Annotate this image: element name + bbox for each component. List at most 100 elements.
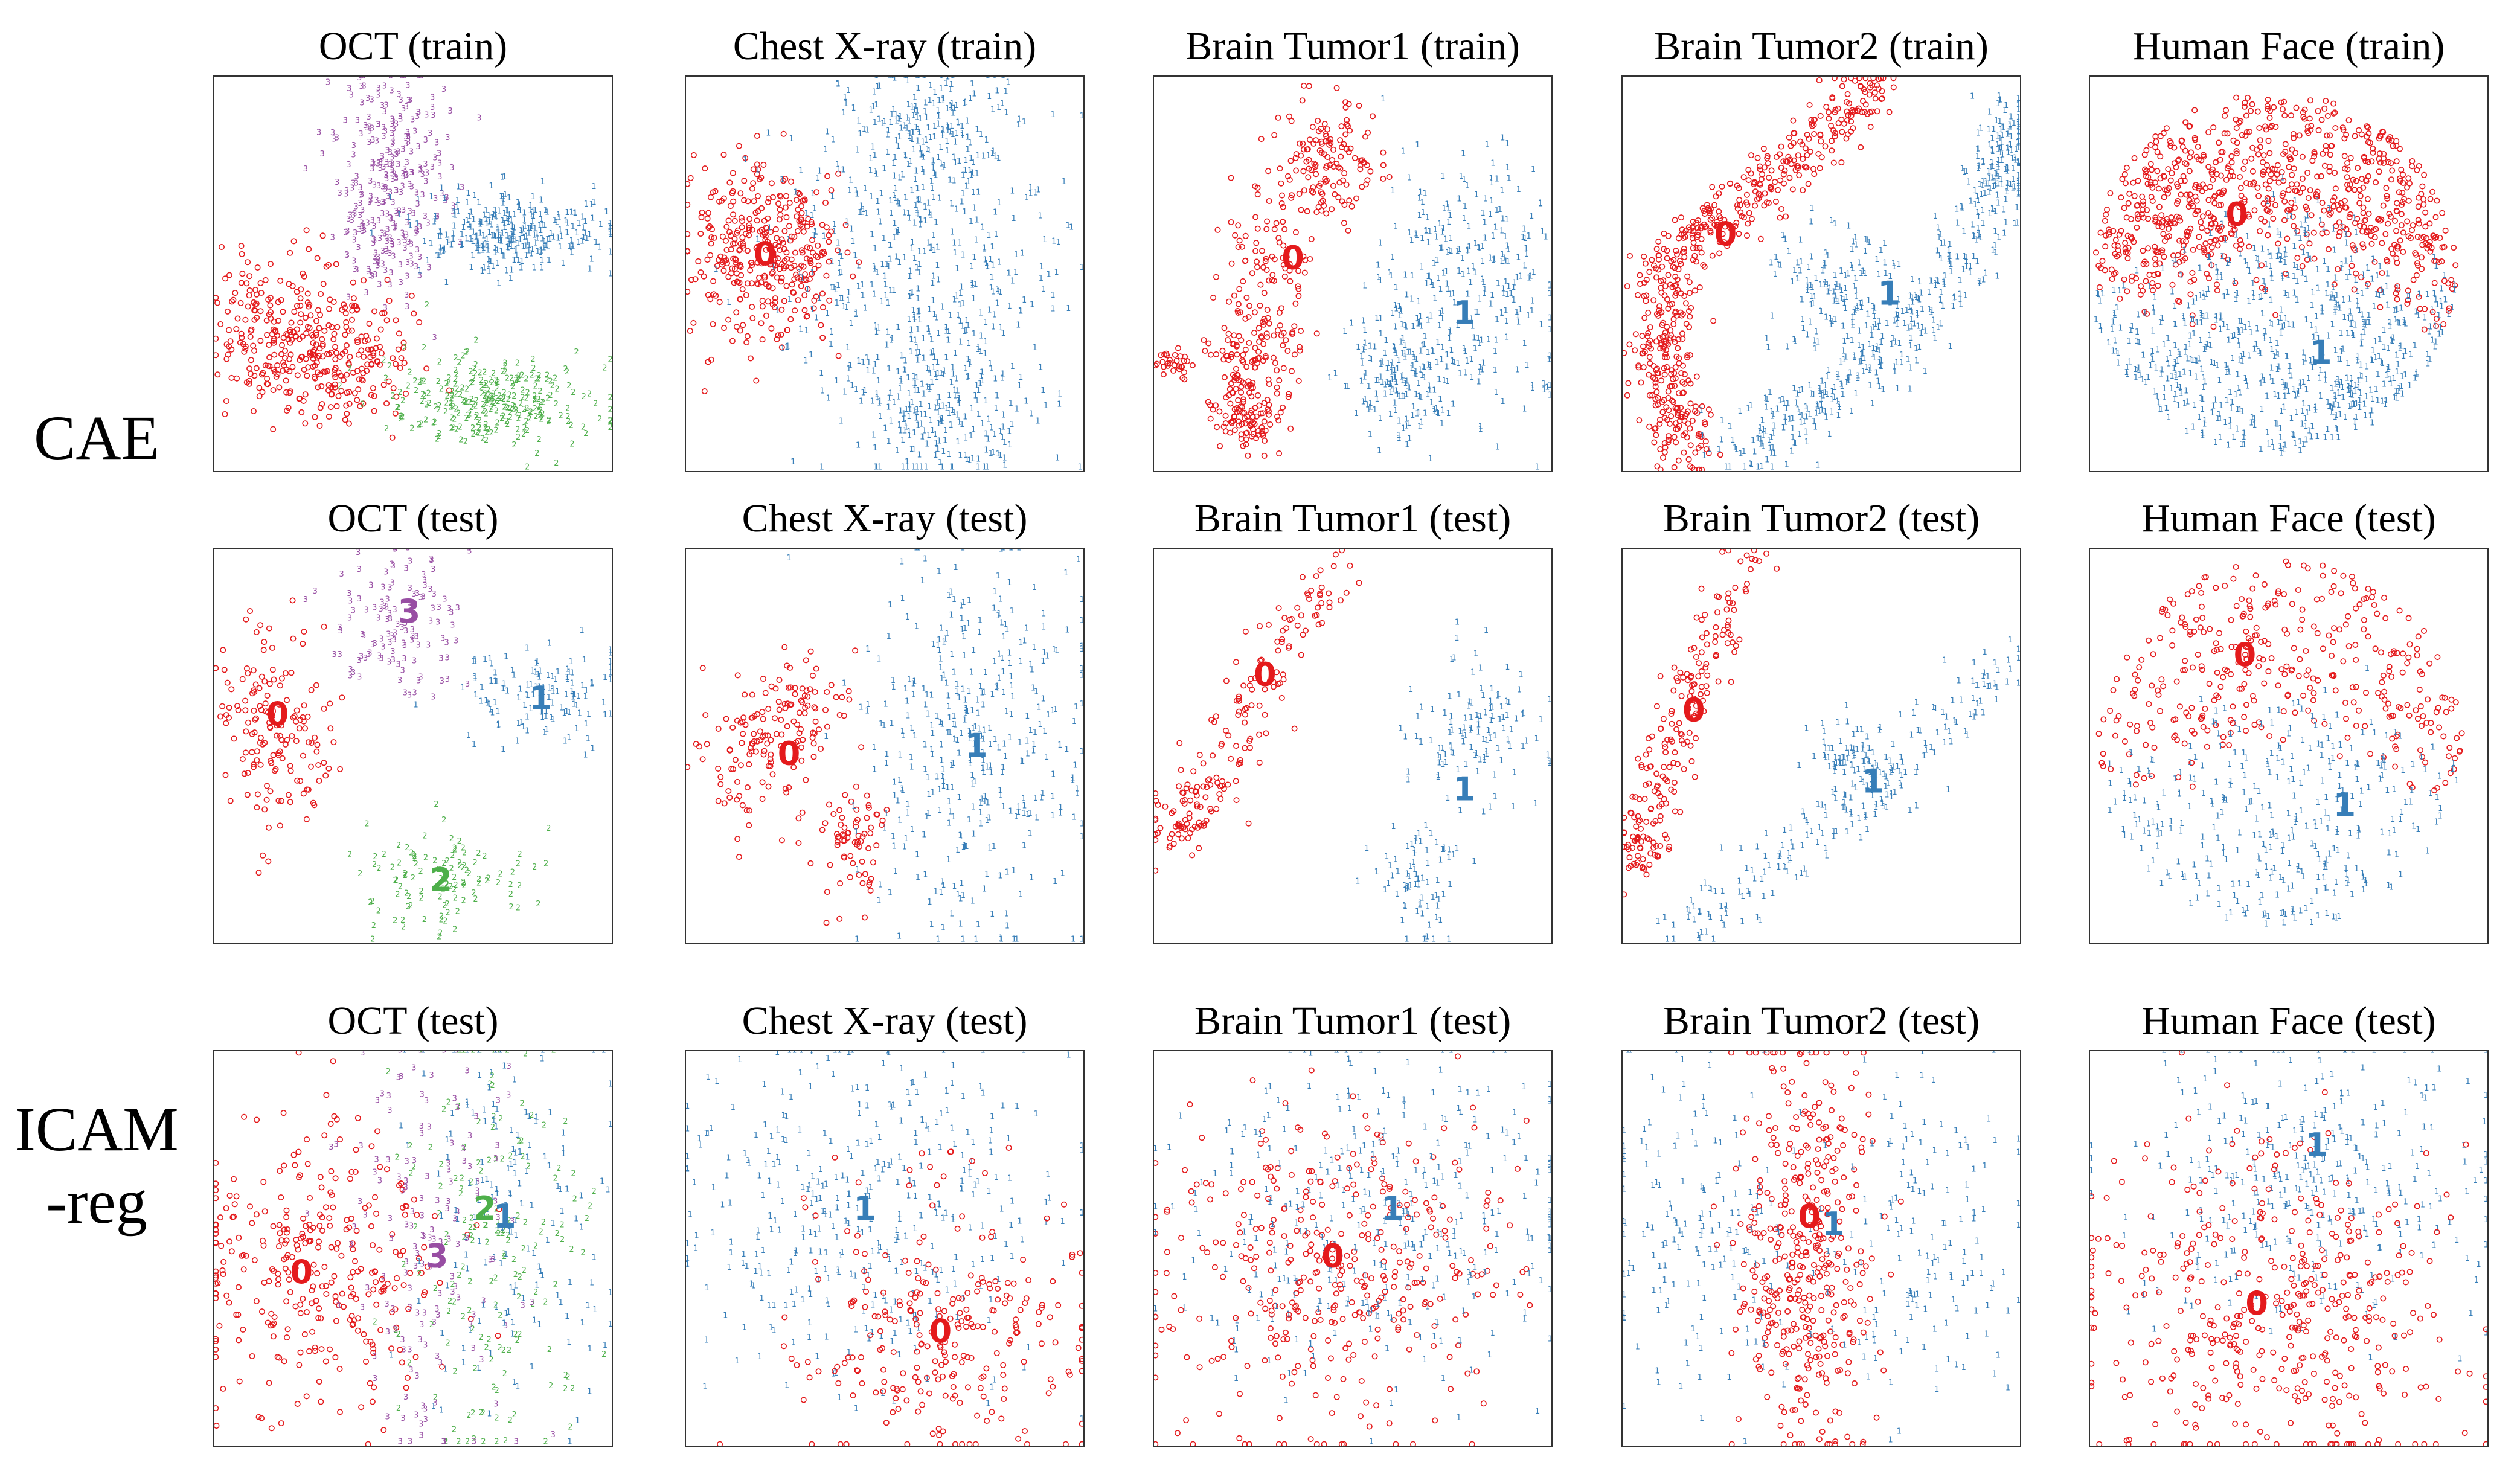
scatter-point-class-0 <box>334 324 341 330</box>
scatter-point-class-1: 1 <box>969 262 974 271</box>
scatter-point-class-0 <box>1658 289 1665 296</box>
scatter-point-class-1: 1 <box>1999 138 2004 147</box>
scatter-point-class-0 <box>1832 76 1838 82</box>
scatter-point-class-1: 1 <box>970 455 975 464</box>
scatter-point-class-0 <box>1802 145 1809 152</box>
scatter-point-class-1: 1 <box>608 219 613 228</box>
scatter-point-class-1: 1 <box>755 165 760 175</box>
scatter-point-class-0 <box>2270 216 2277 222</box>
scatter-point-class-1: 1 <box>1998 96 2002 105</box>
scatter-point-class-2: 2 <box>449 403 454 412</box>
scatter-point-class-1: 1 <box>425 257 430 266</box>
scatter-point-class-1: 1 <box>1017 382 1022 391</box>
scatter-point-class-3: 3 <box>433 194 438 203</box>
scatter-point-class-1: 1 <box>936 153 941 162</box>
scatter-point-class-1: 1 <box>1996 199 2001 208</box>
scatter-point-class-1: 1 <box>1793 440 1798 449</box>
scatter-point-class-1: 1 <box>1463 202 1467 211</box>
scatter-point-class-1: 1 <box>804 209 809 218</box>
scatter-point-class-1: 1 <box>856 262 861 271</box>
scatter-point-class-3: 3 <box>402 71 406 80</box>
scatter-point-class-1: 1 <box>829 258 834 267</box>
scatter-point-class-0 <box>1283 337 1289 344</box>
scatter-point-class-1: 1 <box>1838 358 1843 367</box>
scatter-point-class-1: 1 <box>1857 341 1862 350</box>
scatter-point-class-0 <box>1810 165 1817 172</box>
scatter-point-class-1: 1 <box>940 97 945 106</box>
scatter-point-class-1: 1 <box>1927 288 1932 297</box>
scatter-point-class-0 <box>2237 118 2244 124</box>
scatter-point-class-0 <box>1214 226 1221 233</box>
scatter-point-class-1: 1 <box>897 174 902 183</box>
scatter-point-class-0 <box>798 210 805 216</box>
scatter-point-class-0 <box>2126 190 2133 197</box>
scatter-point-class-1: 1 <box>1882 239 1887 248</box>
scatter-point-class-0 <box>1262 354 1269 361</box>
scatter-point-class-1: 1 <box>992 71 997 80</box>
scatter-point-class-1: 1 <box>917 316 922 325</box>
scatter-point-class-1: 1 <box>1822 259 1827 268</box>
scatter-point-class-1: 1 <box>894 228 899 237</box>
scatter-point-class-1: 1 <box>1833 295 1838 304</box>
scatter-point-class-1: 1 <box>1390 376 1394 385</box>
scatter-point-class-1: 1 <box>1806 263 1811 272</box>
scatter-point-class-1: 1 <box>910 239 915 248</box>
scatter-point-class-0 <box>325 382 332 388</box>
scatter-point-class-0 <box>723 246 730 253</box>
scatter-point-class-1: 1 <box>928 133 932 143</box>
scatter-point-class-1: 1 <box>883 281 888 290</box>
scatter-point-class-0 <box>1805 181 1812 187</box>
scatter-point-class-0 <box>2281 198 2288 205</box>
scatter-point-class-1: 1 <box>1499 309 1504 318</box>
scatter-point-class-1: 1 <box>1495 175 1499 184</box>
scatter-point-class-0 <box>1704 202 1711 208</box>
scatter-point-class-1: 1 <box>504 267 509 276</box>
scatter-point-class-1: 1 <box>1349 319 1354 328</box>
scatter-point-class-0 <box>264 376 271 382</box>
scatter-point-class-0 <box>1682 430 1689 437</box>
scatter-point-class-1: 1 <box>1378 373 1383 382</box>
scatter-point-class-0 <box>2377 304 2384 310</box>
scatter-point-class-0 <box>2224 130 2231 137</box>
scatter-point-class-1: 1 <box>1548 391 1553 400</box>
scatter-point-class-1: 1 <box>2007 123 2012 132</box>
scatter-point-class-0 <box>2246 243 2252 250</box>
scatter-point-class-0 <box>701 273 707 280</box>
scatter-point-class-0 <box>2315 108 2321 115</box>
scatter-point-class-1: 1 <box>973 392 978 401</box>
scatter-point-class-1: 1 <box>1942 239 1947 248</box>
scatter-point-class-2: 2 <box>608 355 613 364</box>
scatter-point-class-1: 1 <box>1798 258 1803 267</box>
scatter-point-class-0 <box>2307 187 2313 194</box>
scatter-point-class-2: 2 <box>418 420 423 429</box>
scatter-point-class-0 <box>769 194 776 200</box>
scatter-point-class-0 <box>1646 423 1653 430</box>
scatter-point-class-1: 1 <box>859 397 864 406</box>
scatter-point-class-3: 3 <box>431 111 435 120</box>
scatter-point-class-1: 1 <box>954 292 959 301</box>
scatter-point-class-0 <box>2400 229 2406 236</box>
scatter-point-class-0 <box>727 203 734 210</box>
scatter-point-class-1: 1 <box>589 200 594 210</box>
scatter-point-class-0 <box>1317 180 1324 187</box>
scatter-point-class-1: 1 <box>888 389 893 399</box>
scatter-point-class-2: 2 <box>402 344 407 353</box>
scatter-point-class-0 <box>1681 293 1688 299</box>
scatter-point-class-3: 3 <box>390 135 395 144</box>
scatter-point-class-0 <box>716 198 723 205</box>
scatter-point-class-1: 1 <box>1846 222 1851 231</box>
scatter-point-class-2: 2 <box>488 376 493 385</box>
scatter-point-class-1: 1 <box>580 237 585 246</box>
scatter-point-class-3: 3 <box>423 177 428 186</box>
scatter-point-class-1: 1 <box>1473 269 1478 278</box>
scatter-point-class-1: 1 <box>989 284 993 293</box>
scatter-point-class-1: 1 <box>1810 299 1815 309</box>
scatter-point-class-1: 1 <box>1369 356 1374 365</box>
scatter-point-class-1: 1 <box>888 197 893 206</box>
scatter-point-class-0 <box>725 274 732 280</box>
scatter-point-class-3: 3 <box>373 249 378 258</box>
scatter-point-class-1: 1 <box>406 213 411 222</box>
scatter-point-class-0 <box>1646 392 1653 399</box>
scatter-point-class-2: 2 <box>538 406 543 415</box>
scatter-point-class-2: 2 <box>455 385 460 394</box>
